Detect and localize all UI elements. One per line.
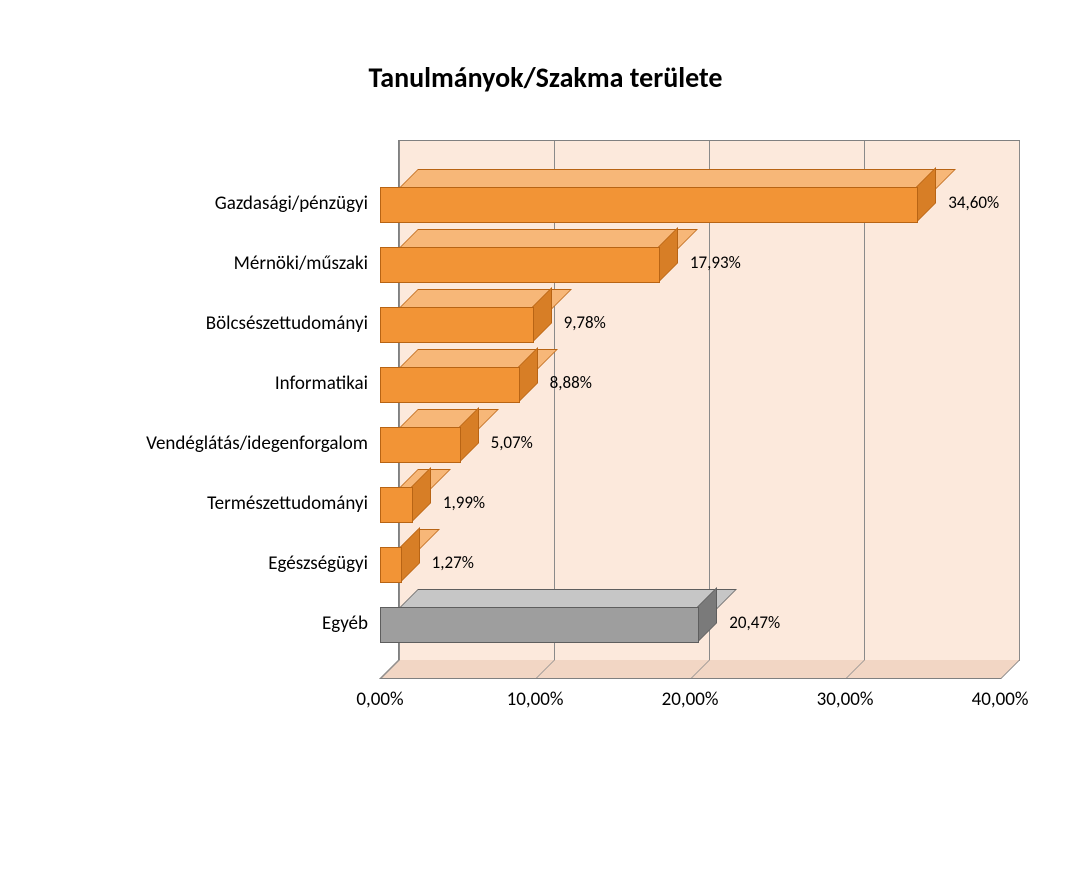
gridline-floor: [691, 660, 710, 678]
bar-front-face: [380, 547, 402, 583]
category-label: Bölcsészettudományi: [8, 312, 368, 335]
category-label: Vendéglátás/idegenforgalom: [8, 432, 368, 455]
bar: [380, 409, 477, 461]
bar-chart: 0,00%10,00%20,00%30,00%40,00%34,60%17,93…: [380, 140, 1018, 678]
bar: [380, 529, 418, 581]
bar: [380, 469, 429, 521]
data-label: 17,93%: [690, 252, 741, 273]
bar-top-face: [398, 229, 698, 249]
category-label: Gazdasági/pénzügyi: [8, 192, 368, 215]
bar: [380, 169, 934, 221]
data-label: 8,88%: [550, 372, 592, 393]
data-label: 5,07%: [491, 432, 533, 453]
data-label: 1,99%: [443, 492, 485, 513]
gridline: [1019, 141, 1020, 661]
bar: [380, 349, 536, 401]
category-label: Természettudományi: [8, 492, 368, 515]
category-label: Egyéb: [8, 612, 368, 635]
chart-title: Tanulmányok/Szakma területe: [0, 60, 1091, 95]
bar-front-face: [380, 307, 534, 343]
gridline-floor: [381, 660, 400, 678]
data-label: 20,47%: [729, 612, 780, 633]
category-label: Informatikai: [8, 372, 368, 395]
bar-front-face: [380, 247, 660, 283]
x-tick-label: 0,00%: [330, 688, 430, 711]
gridline-floor: [536, 660, 555, 678]
bar-front-face: [380, 187, 918, 223]
bar: [380, 589, 715, 641]
category-label: Mérnöki/műszaki: [8, 252, 368, 275]
x-tick-label: 10,00%: [485, 688, 585, 711]
bar: [380, 229, 676, 281]
bar-front-face: [380, 367, 520, 403]
x-tick-label: 20,00%: [640, 688, 740, 711]
x-tick-label: 30,00%: [795, 688, 895, 711]
gridline-floor: [846, 660, 865, 678]
x-tick-label: 40,00%: [950, 688, 1050, 711]
page: Tanulmányok/Szakma területe 0,00%10,00%2…: [0, 0, 1091, 873]
bar-top-face: [398, 169, 956, 189]
gridline-floor: [1001, 660, 1020, 678]
category-label: Egészségügyi: [8, 552, 368, 575]
bar-side-face: [400, 527, 420, 583]
plot-floor: [379, 660, 1020, 679]
data-label: 34,60%: [948, 192, 999, 213]
bar-front-face: [380, 427, 461, 463]
bar-front-face: [380, 607, 699, 643]
data-label: 1,27%: [432, 552, 474, 573]
data-label: 9,78%: [564, 312, 606, 333]
bar: [380, 289, 550, 341]
bar-top-face: [398, 589, 737, 609]
bar-front-face: [380, 487, 413, 523]
